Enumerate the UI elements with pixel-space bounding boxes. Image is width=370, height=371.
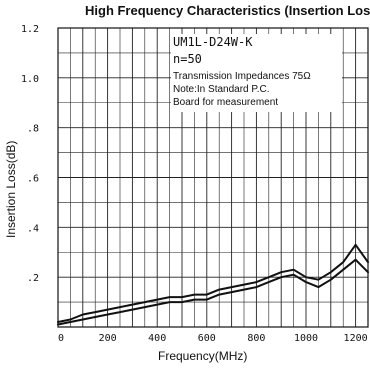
impedance-annotation: Transmission Impedances 75Ω: [173, 71, 311, 82]
y-tick-label: .8: [27, 124, 39, 135]
sample-size-annotation: n=50: [173, 52, 202, 66]
y-axis-label: Insertion Loss(dB): [4, 141, 18, 238]
data-series: [57, 243, 369, 326]
x-axis-label: Frequency(MHz): [158, 349, 247, 363]
x-tick-label: 800: [247, 333, 265, 344]
series-line-1: [57, 243, 369, 323]
x-tick-label: 1200: [344, 333, 368, 344]
chart-title: High Frequency Characteristics (Insertio…: [85, 3, 370, 18]
x-tick-label: 200: [99, 333, 117, 344]
y-tick-label: 1.2: [21, 24, 39, 35]
x-tick-label: 1000: [294, 333, 318, 344]
annotation-box: UM1L-D24W-K n=50 Transmission Impedances…: [171, 34, 342, 112]
x-tick-labels: 0 200 400 600 800 1000 1200: [58, 333, 368, 344]
y-tick-label: .6: [27, 174, 39, 185]
model-annotation: UM1L-D24W-K: [173, 35, 253, 49]
plot-frame: [57, 27, 369, 328]
x-tick-label: 600: [198, 333, 216, 344]
note-annotation-line2: Board for measurement: [173, 97, 278, 108]
y-tick-label: .2: [27, 273, 39, 284]
note-annotation-line1: Note:In Standard P.C.: [173, 84, 270, 95]
x-tick-label: 0: [58, 333, 64, 344]
series-line-2: [57, 258, 369, 326]
y-tick-label: .4: [27, 223, 39, 234]
y-tick-labels: .2 .4 .6 .8 1.0 1.2: [21, 24, 39, 284]
x-tick-label: 400: [148, 333, 166, 344]
y-tick-label: 1.0: [21, 74, 39, 85]
